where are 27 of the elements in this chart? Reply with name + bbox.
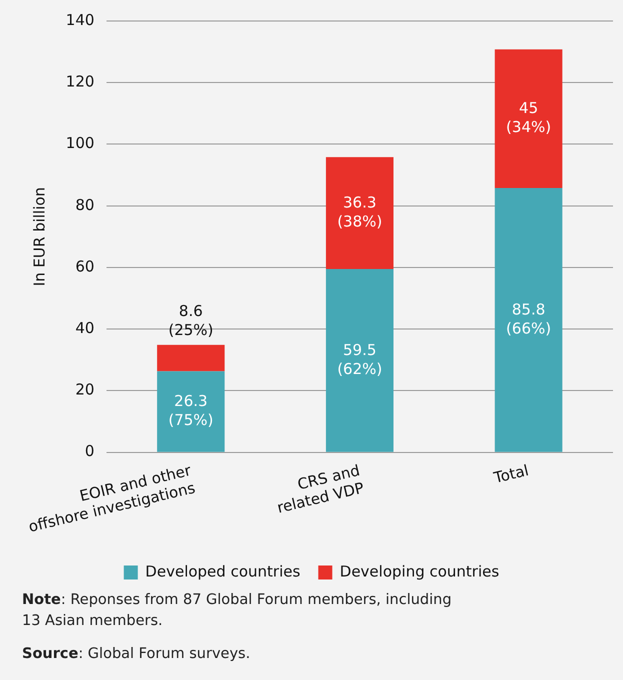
y-axis-title: In EUR billion	[30, 187, 49, 286]
source-note: Source: Global Forum surveys.	[22, 645, 252, 664]
y-tick-label: 20	[75, 380, 94, 399]
y-tick-label: 60	[75, 257, 94, 276]
x-tick-label: CRS and related VDP	[275, 461, 366, 517]
y-tick-label: 0	[84, 442, 94, 460]
data-label: 8.6 (25%)	[168, 302, 214, 340]
data-label: 59.5 (62%)	[337, 340, 382, 378]
bar	[326, 157, 394, 270]
bar	[157, 344, 225, 372]
y-tick-label: 120	[66, 72, 94, 91]
bar	[494, 188, 562, 452]
data-label: 85.8 (66%)	[506, 300, 552, 338]
legend-label: Developing countries	[340, 562, 500, 580]
data-label: 45 (34%)	[506, 99, 552, 136]
bar	[326, 269, 394, 452]
bar	[494, 49, 562, 188]
y-tick-label: 100	[66, 134, 94, 152]
text: Note: Reponses from 87 Global Forum members, including 13 Asian members.	[22, 591, 453, 632]
y-tick-label: 80	[75, 196, 94, 214]
legend-label: Developed countries	[145, 562, 300, 580]
data-label: 36.3 (38%)	[337, 193, 382, 230]
bar	[157, 371, 225, 452]
data-label: 26.3 (75%)	[168, 392, 214, 429]
y-tick-label: 40	[75, 318, 94, 337]
y-tick-label: 140	[66, 10, 94, 29]
x-tick-label: Total	[491, 461, 530, 488]
